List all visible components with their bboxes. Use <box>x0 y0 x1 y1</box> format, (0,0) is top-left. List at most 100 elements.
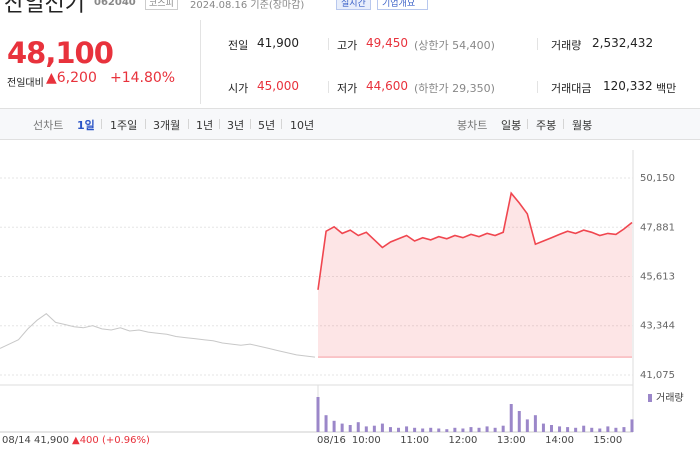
volume-bar <box>582 425 586 432</box>
tab-separator <box>145 119 146 129</box>
period-tab[interactable]: 3개월 <box>153 119 181 132</box>
volume-bar <box>453 427 457 432</box>
period-tab[interactable]: 10년 <box>290 119 315 132</box>
prev-change-label: ▲400 (+0.96%) <box>72 435 150 446</box>
volume-bar <box>445 429 449 432</box>
stat-note: (상한가 54,400) <box>414 39 495 52</box>
period-tab[interactable]: 5년 <box>258 119 276 132</box>
x-tick-label: 15:00 <box>593 435 622 446</box>
volume-bar <box>590 427 594 432</box>
tab-separator <box>219 119 220 129</box>
period-tab[interactable]: 1일 <box>77 119 95 132</box>
volume-bar <box>630 419 634 432</box>
current-price: 48,100 <box>7 36 114 70</box>
market-badge: 코스피 <box>145 0 178 10</box>
volume-bar <box>614 427 618 432</box>
stat-label: 시가 <box>228 82 249 95</box>
realtime-button[interactable]: 실시간 <box>336 0 371 10</box>
volume-bar <box>598 428 602 432</box>
volume-bar <box>421 428 425 432</box>
volume-bar <box>606 426 610 432</box>
y-tick-label: 41,075 <box>640 370 675 381</box>
tab-separator <box>101 119 102 129</box>
volume-bar <box>566 427 570 432</box>
stock-code: 062040 <box>94 0 136 8</box>
divider <box>537 38 538 50</box>
tab-group-label: 선차트 <box>33 119 64 132</box>
volume-bar <box>388 427 392 432</box>
volume-bar <box>525 419 529 432</box>
stat-value: 45,000 <box>257 79 299 93</box>
period-tab[interactable]: 1년 <box>196 119 214 132</box>
candle-tab[interactable]: 주봉 <box>536 119 557 132</box>
change-amount: ▲6,200 <box>46 70 97 86</box>
volume-bar <box>549 425 553 432</box>
legend-swatch <box>648 394 652 402</box>
stat-label: 거래대금 <box>551 82 592 95</box>
change-rate: +14.80% <box>110 70 176 86</box>
volume-bar <box>405 426 409 432</box>
volume-bar <box>413 427 417 432</box>
stat-note: (하한가 29,350) <box>414 82 495 95</box>
x-tick-label: 14:00 <box>545 435 574 446</box>
y-tick-label: 47,881 <box>640 222 675 233</box>
period-tab[interactable]: 1주일 <box>110 119 138 132</box>
stat-value: 2,532,432 <box>592 36 654 50</box>
volume-bar <box>477 427 481 432</box>
volume-bar <box>372 425 376 432</box>
volume-bar <box>574 427 578 432</box>
volume-bar <box>356 422 360 432</box>
x-tick-label: 12:00 <box>449 435 478 446</box>
period-tab[interactable]: 3년 <box>227 119 245 132</box>
volume-bar <box>380 423 384 432</box>
stat-value: 41,900 <box>257 36 299 50</box>
divider <box>200 20 201 104</box>
tab-separator <box>563 119 564 129</box>
y-tick-label: 50,150 <box>640 173 675 184</box>
volume-bar <box>429 427 433 432</box>
date-label: 2024.08.16 기준(장마감) <box>190 0 305 11</box>
volume-bar <box>622 427 626 432</box>
tab-separator <box>250 119 251 129</box>
legend-label: 거래량 <box>656 392 684 404</box>
volume-bar <box>437 428 441 432</box>
x-tick-label: 10:00 <box>352 435 381 446</box>
prev-close-label: 41,900 <box>34 435 69 446</box>
tab-separator <box>527 119 528 129</box>
price-line <box>0 313 316 358</box>
volume-bar <box>324 415 328 432</box>
stat-label: 전일 <box>228 39 249 52</box>
stock-name: 산일전기 <box>4 0 85 17</box>
volume-bar <box>348 425 352 432</box>
x-tick-label: 08/16 <box>317 435 346 446</box>
volume-bar <box>340 423 344 432</box>
stat-value: 120,332 <box>603 79 653 93</box>
x-tick-label: 08/14 <box>2 435 31 446</box>
volume-bar <box>332 420 336 432</box>
area <box>318 193 632 358</box>
y-tick-label: 45,613 <box>640 271 675 282</box>
company-info-dropdown[interactable]: 기업개요 <box>377 0 429 10</box>
volume-bar <box>461 428 465 432</box>
stat-value: 44,600 <box>366 79 408 93</box>
change-label: 전일대비 <box>7 78 44 89</box>
x-tick-label: 11:00 <box>400 435 429 446</box>
tab-separator <box>188 119 189 129</box>
tab-bar <box>0 108 700 140</box>
divider <box>537 81 538 93</box>
volume-bar <box>501 425 505 432</box>
tab-group-label: 봉차트 <box>457 119 488 132</box>
stat-label: 거래량 <box>551 39 582 52</box>
volume-bar <box>517 411 521 432</box>
candle-tab[interactable]: 일봉 <box>501 119 522 132</box>
volume-bar <box>558 426 562 432</box>
volume-bar <box>493 427 497 432</box>
volume-bar <box>509 404 513 432</box>
volume-bar <box>485 426 489 432</box>
volume-bar <box>469 427 473 432</box>
candle-tab[interactable]: 월봉 <box>572 119 593 132</box>
volume-bar <box>541 423 545 432</box>
divider <box>328 38 329 50</box>
